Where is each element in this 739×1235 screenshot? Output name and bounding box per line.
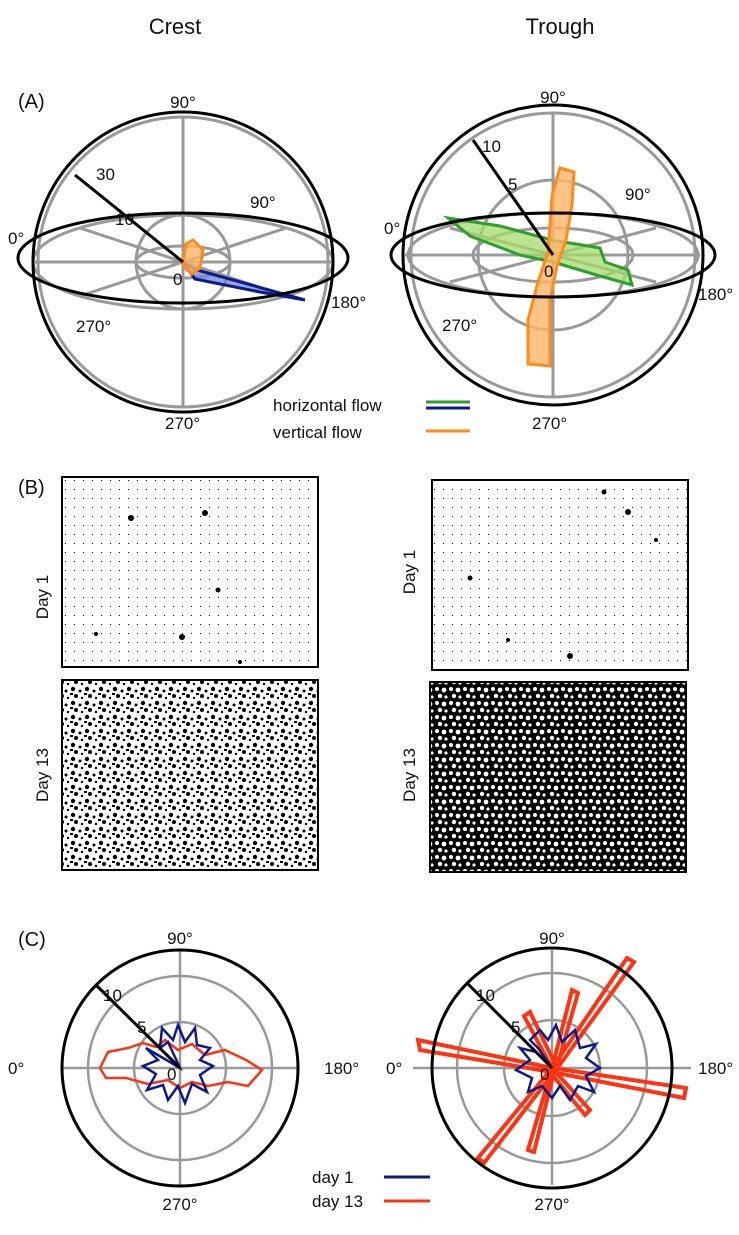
crest-a-angle-right-upper: 90°	[250, 193, 276, 212]
equator-outline	[16, 211, 350, 305]
crest-a-angle-lower-left: 270°	[76, 317, 111, 336]
trough-c-angle-bottom: 270°	[534, 1195, 569, 1214]
sphere-outline	[401, 103, 705, 407]
trough-a-radius-5: 5	[508, 175, 517, 194]
trough-c-angle-top: 90°	[539, 929, 565, 948]
trough-day13-image	[429, 681, 687, 873]
day13-rose-crest	[98, 1038, 264, 1090]
trough-a-angle-right-upper: 90°	[625, 185, 651, 204]
equator-outline	[389, 211, 717, 299]
trough-a-angle-bottom: 270°	[532, 414, 567, 433]
trough-c-angle-left: 0°	[386, 1059, 402, 1078]
panel-a-crest-sphere	[16, 110, 350, 414]
radius-marker-line	[466, 982, 554, 1070]
column-title-trough: Trough	[526, 14, 595, 39]
radius-marker-line	[74, 173, 184, 264]
radius-marker-line	[471, 139, 555, 256]
crest-c-angle-left: 0°	[8, 1059, 24, 1078]
crest-c-radius-10: 10	[103, 986, 122, 1005]
day1-rose-trough	[513, 1021, 603, 1103]
crest-c-radius-0: 0	[167, 1065, 176, 1084]
trough-a-radius-10: 10	[482, 137, 501, 156]
panel-c-crest-polar	[60, 948, 300, 1188]
crest-row-label-day13: Day 13	[33, 748, 52, 802]
crest-a-radius-30: 30	[96, 165, 115, 184]
legend-vertical-flow-label: vertical flow	[273, 423, 363, 442]
trough-c-radius-5: 5	[511, 1018, 520, 1037]
legend-horizontal-flow-label: horizontal flow	[273, 396, 382, 415]
vertical-flow-rose-trough	[526, 166, 576, 368]
trough-a-angle-left: 0°	[384, 219, 400, 238]
trough-a-angle-lower-left: 270°	[442, 316, 477, 335]
vertical-flow-rose-crest	[181, 238, 205, 276]
trough-c-angle-right: 180°	[698, 1059, 733, 1078]
panel-c-trough-polar	[413, 946, 691, 1190]
sphere-outline	[31, 110, 335, 414]
day13-rose-trough	[415, 955, 689, 1166]
trough-a-angle-top: 90°	[540, 88, 566, 107]
crest-c-radius-5: 5	[137, 1018, 146, 1037]
legend-day13-label: day 13	[312, 1192, 363, 1211]
crest-c-angle-bottom: 270°	[162, 1195, 197, 1214]
day1-particles	[94, 489, 658, 664]
trough-row-label-day13: Day 13	[400, 748, 419, 802]
trough-a-radius-0: 0	[544, 262, 553, 281]
crest-day13-image	[61, 679, 319, 871]
horizontal-flow-rose-trough	[442, 215, 635, 288]
trough-row-label-day1: Day 1	[400, 550, 419, 594]
crest-a-angle-top: 90°	[170, 93, 196, 112]
column-title-crest: Crest	[149, 14, 202, 39]
day1-rose-crest	[140, 1021, 216, 1107]
crest-c-angle-top: 90°	[167, 929, 193, 948]
panel-label-a: (A)	[18, 91, 45, 113]
trough-a-angle-right: 180°	[698, 285, 733, 304]
radius-marker-line	[94, 983, 182, 1070]
crest-a-angle-bottom: 270°	[165, 414, 200, 433]
crest-a-radius-0: 0	[173, 270, 182, 289]
panel-a-trough-sphere	[389, 103, 717, 407]
polar-outline	[430, 946, 674, 1190]
trough-c-radius-10: 10	[476, 986, 495, 1005]
crest-a-radius-10: 10	[115, 210, 134, 229]
crest-c-angle-right: 180°	[324, 1059, 359, 1078]
trough-day1-image	[431, 479, 689, 671]
crest-a-angle-right: 180°	[331, 293, 366, 312]
crest-row-label-day1: Day 1	[33, 575, 52, 619]
legend-day1-label: day 1	[312, 1168, 354, 1187]
panel-label-c: (C)	[18, 929, 46, 951]
panel-label-b: (B)	[18, 477, 45, 499]
panel-b-images	[61, 476, 689, 873]
trough-c-radius-0: 0	[540, 1065, 549, 1084]
polar-outline	[60, 948, 300, 1188]
crest-a-angle-left: 0°	[8, 229, 24, 248]
crest-day1-image	[61, 476, 319, 668]
